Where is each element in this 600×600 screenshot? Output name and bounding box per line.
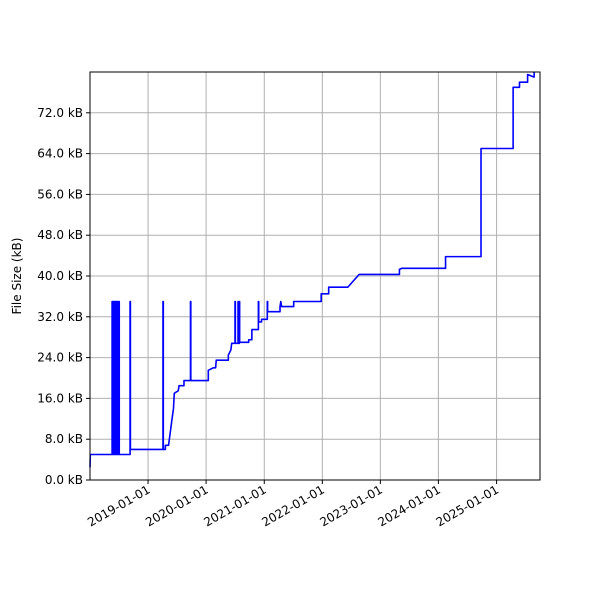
y-axis-label: File Size (kB) bbox=[10, 238, 24, 315]
x-tick-label: 2022-01-01 bbox=[259, 482, 326, 529]
y-tick-label: 72.0 kB bbox=[37, 106, 83, 120]
y-tick-label: 64.0 kB bbox=[37, 147, 83, 161]
x-tick-label: 2019-01-01 bbox=[85, 482, 152, 529]
grid bbox=[90, 72, 540, 481]
y-tick-label: 8.0 kB bbox=[45, 432, 83, 446]
y-tick-label: 48.0 kB bbox=[37, 228, 83, 242]
y-tick-label: 56.0 kB bbox=[37, 187, 83, 201]
x-tick-label: 2024-01-01 bbox=[375, 482, 442, 529]
x-tick-label: 2021-01-01 bbox=[201, 482, 268, 529]
x-tick-label: 2020-01-01 bbox=[143, 482, 210, 529]
x-tick-label: 2023-01-01 bbox=[317, 482, 384, 529]
y-tick-label: 16.0 kB bbox=[37, 391, 83, 405]
y-tick-label: 24.0 kB bbox=[37, 351, 83, 365]
y-tick-label: 40.0 kB bbox=[37, 269, 83, 283]
y-axis-ticks: 0.0 kB 8.0 kB 16.0 kB 24.0 kB 32.0 kB 40.0 kB… bbox=[37, 106, 90, 487]
y-tick-label: 0.0 kB bbox=[45, 473, 83, 487]
series-line bbox=[89, 72, 535, 468]
series-layer bbox=[89, 72, 535, 468]
x-axis-ticks: 2019-01-012020-01-012021-01-012022-01-01… bbox=[85, 480, 501, 529]
y-tick-label: 32.0 kB bbox=[37, 310, 83, 324]
x-tick-label: 2025-01-01 bbox=[434, 482, 501, 529]
